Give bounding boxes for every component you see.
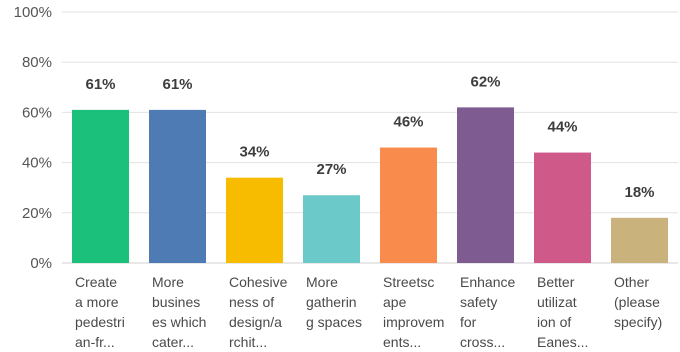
bar	[380, 147, 437, 263]
y-tick-label: 100%	[14, 4, 52, 21]
x-axis-labels: Create a more pedestri an-fr... More busines e…	[75, 274, 662, 350]
bars	[72, 107, 668, 263]
bar	[72, 109, 129, 263]
y-axis: 0% 20% 40% 60% 80% 100%	[14, 4, 52, 272]
data-label: 62%	[470, 73, 500, 90]
x-tick-label: Streetsc ape improvem ents...	[383, 274, 444, 350]
x-tick-label: Better utilizat ion of Eanes...	[537, 274, 588, 350]
data-label: 44%	[547, 119, 577, 136]
bar	[303, 195, 360, 263]
data-label: 46%	[393, 114, 423, 131]
y-tick-label: 60%	[22, 104, 52, 121]
data-label: 27%	[316, 161, 346, 178]
y-tick-label: 0%	[30, 255, 52, 272]
data-label: 34%	[239, 144, 269, 161]
x-tick-label: More gatherin g spaces	[306, 274, 362, 330]
x-tick-label: Other (please specify)	[614, 274, 662, 330]
bar	[226, 177, 283, 263]
y-tick-label: 40%	[22, 155, 52, 172]
data-label: 61%	[162, 76, 192, 93]
bar	[457, 107, 514, 263]
x-tick-label: Cohesive ness of design/a rchit...	[229, 274, 288, 350]
x-tick-label: Create a more pedestri an-fr...	[75, 274, 125, 350]
bar	[534, 152, 591, 263]
x-tick-label: More busines es which cater...	[152, 274, 206, 350]
y-tick-label: 20%	[22, 205, 52, 222]
data-label: 61%	[85, 76, 115, 93]
data-label: 18%	[624, 184, 654, 201]
data-labels: 61% 61% 34% 27% 46% 62% 44% 18%	[85, 73, 654, 200]
bar	[149, 109, 206, 263]
x-tick-label: Enhance safety for cross...	[460, 274, 515, 350]
bar	[611, 217, 668, 263]
y-tick-label: 80%	[22, 54, 52, 71]
